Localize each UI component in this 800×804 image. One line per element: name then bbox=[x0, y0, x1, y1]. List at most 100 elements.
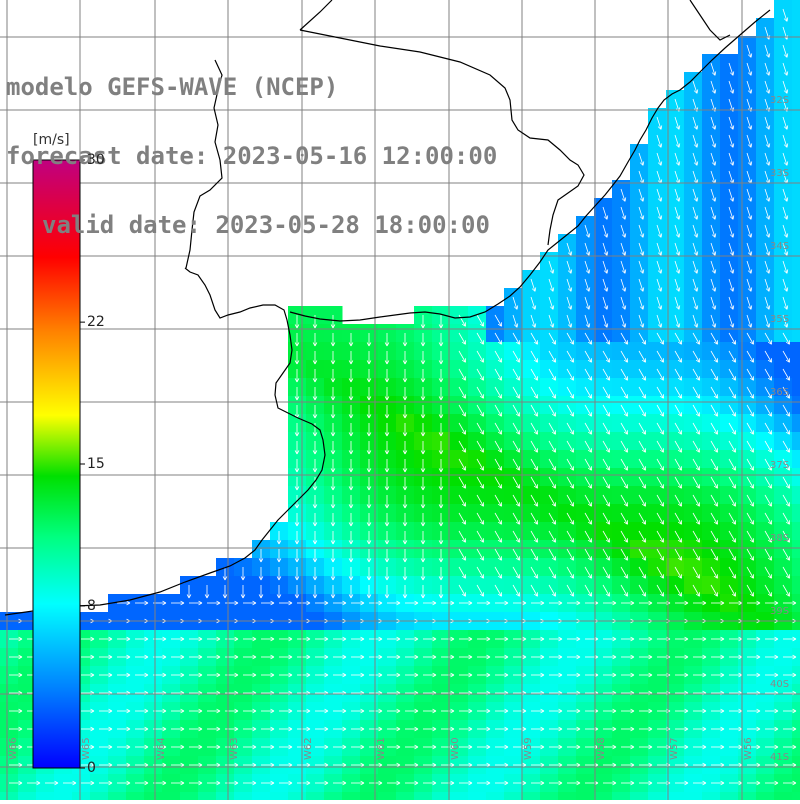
field-cell bbox=[90, 792, 109, 800]
field-cell bbox=[558, 792, 577, 800]
lagoon bbox=[690, 0, 730, 40]
field-cell bbox=[594, 792, 613, 800]
field-cell bbox=[126, 792, 145, 800]
lat-label: 39S bbox=[770, 606, 789, 617]
field-cell bbox=[756, 792, 775, 800]
lon-label: W66 bbox=[8, 737, 19, 760]
lon-label: W60 bbox=[450, 737, 461, 760]
lon-label: W56 bbox=[743, 737, 754, 760]
field-cell bbox=[0, 792, 19, 800]
field-cell bbox=[540, 792, 559, 800]
field-cell bbox=[792, 198, 800, 217]
field-cell bbox=[18, 792, 37, 800]
lat-label: 32S bbox=[770, 95, 789, 106]
field-cell bbox=[162, 792, 181, 800]
field-cell bbox=[522, 792, 541, 800]
field-cell bbox=[54, 792, 73, 800]
lon-label: W62 bbox=[303, 737, 314, 760]
field-cell bbox=[702, 792, 721, 800]
field-cell bbox=[288, 792, 307, 800]
colorbar-tick-label: 30 bbox=[87, 152, 105, 168]
field-cell bbox=[792, 306, 800, 325]
field-cell bbox=[666, 792, 685, 800]
lat-label: 35S bbox=[770, 314, 789, 325]
field-cell bbox=[378, 792, 397, 800]
field-cell bbox=[612, 792, 631, 800]
field-cell bbox=[324, 792, 343, 800]
field-cell bbox=[792, 792, 800, 800]
field-cell bbox=[774, 792, 793, 800]
field-cell bbox=[792, 72, 800, 91]
lon-label: W63 bbox=[229, 737, 240, 760]
colorbar-tick-label: 8 bbox=[87, 598, 96, 614]
field-cell bbox=[792, 270, 800, 289]
colorbar-tick-label: 15 bbox=[87, 456, 105, 472]
lon-label: W65 bbox=[81, 737, 92, 760]
field-cell bbox=[72, 792, 91, 800]
field-cell bbox=[342, 792, 361, 800]
field-cell bbox=[792, 0, 800, 19]
field-cell bbox=[792, 144, 800, 163]
model-title: modelo GEFS-WAVE (NCEP) bbox=[6, 76, 497, 99]
field-cell bbox=[306, 792, 325, 800]
lon-label: W61 bbox=[376, 737, 387, 760]
field-cell bbox=[180, 792, 199, 800]
field-cell bbox=[792, 342, 800, 361]
field-cell bbox=[792, 90, 800, 109]
lon-label: W59 bbox=[523, 737, 534, 760]
field-cell bbox=[630, 792, 649, 800]
field-cell bbox=[792, 450, 800, 469]
border-top bbox=[300, 0, 332, 30]
field-cell bbox=[792, 414, 800, 433]
colorbar-tick-label: 0 bbox=[87, 760, 96, 776]
lon-label: W64 bbox=[156, 737, 167, 760]
field-cell bbox=[360, 792, 379, 800]
field-cell bbox=[792, 54, 800, 73]
field-cell bbox=[234, 792, 253, 800]
field-cell bbox=[792, 576, 800, 595]
lat-label: 33S bbox=[770, 168, 789, 179]
field-cell bbox=[648, 792, 667, 800]
field-cell bbox=[144, 792, 163, 800]
field-cell bbox=[486, 792, 505, 800]
field-cell bbox=[792, 36, 800, 55]
field-cell bbox=[450, 792, 469, 800]
field-cell bbox=[792, 558, 800, 577]
field-cell bbox=[792, 324, 800, 343]
field-cell bbox=[432, 792, 451, 800]
lat-label: 36S bbox=[770, 387, 789, 398]
field-cell bbox=[792, 252, 800, 271]
field-cell bbox=[792, 468, 800, 487]
field-cell bbox=[252, 792, 271, 800]
field-cell bbox=[792, 486, 800, 505]
forecast-date: forecast date: 2023-05-16 12:00:00 bbox=[6, 145, 497, 168]
field-cell bbox=[792, 18, 800, 37]
field-cell bbox=[792, 234, 800, 253]
field-cell bbox=[792, 540, 800, 559]
field-cell bbox=[792, 162, 800, 181]
field-cell bbox=[684, 792, 703, 800]
field-cell bbox=[396, 792, 415, 800]
map-title: modelo GEFS-WAVE (NCEP) forecast date: 2… bbox=[6, 30, 497, 260]
lat-label: 40S bbox=[770, 679, 789, 690]
colorbar-unit: [m/s] bbox=[33, 132, 70, 148]
lat-label: 34S bbox=[770, 241, 789, 252]
field-cell bbox=[792, 378, 800, 397]
field-cell bbox=[792, 126, 800, 145]
field-cell bbox=[792, 288, 800, 307]
lat-label: 38S bbox=[770, 533, 789, 544]
field-cell bbox=[792, 360, 800, 379]
field-cell bbox=[108, 792, 127, 800]
field-cell bbox=[36, 792, 55, 800]
colorbar-tick-label: 22 bbox=[87, 314, 105, 330]
field-cell bbox=[198, 792, 217, 800]
field-cell bbox=[792, 396, 800, 415]
field-cell bbox=[216, 792, 235, 800]
field-cell bbox=[738, 792, 757, 800]
field-cell bbox=[792, 504, 800, 523]
lon-label: W58 bbox=[596, 737, 607, 760]
valid-date: valid date: 2023-05-28 18:00:00 bbox=[6, 214, 497, 237]
lon-label: W57 bbox=[669, 737, 680, 760]
field-cell bbox=[792, 108, 800, 127]
field-cell bbox=[792, 432, 800, 451]
